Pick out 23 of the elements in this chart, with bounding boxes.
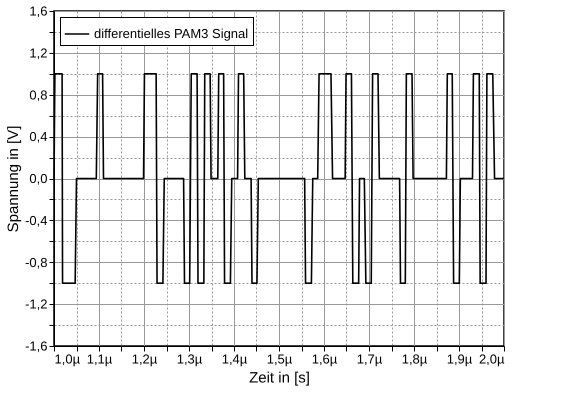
x-tick-label: 1,6µ [312, 352, 338, 366]
x-tick-label: 1,9µ [446, 352, 473, 366]
x-tick-label: 1,3µ [176, 352, 203, 366]
x-tick-label: 1,7µ [356, 352, 383, 366]
legend-label: differentielles PAM3 Signal [94, 26, 248, 41]
y-axis-title: Spannung in [V] [5, 126, 22, 232]
x-axis-title: Zeit in [s] [249, 370, 310, 386]
y-tick-label: -1,6 [25, 338, 48, 354]
x-tick-label: 2,0µ [478, 352, 506, 366]
y-tick-label: 0,0 [29, 171, 48, 186]
y-tick-label: -1,2 [25, 296, 48, 312]
x-tick-label: 1,1µ [86, 352, 113, 366]
x-tick-label: 1,0µ [54, 352, 81, 366]
x-tick-label: 1,5µ [266, 352, 293, 366]
y-tick-label: 0,4 [29, 129, 48, 144]
y-tick-label: -0,4 [25, 212, 48, 228]
x-tick-label: 1,8µ [402, 352, 428, 366]
x-tick-label: 1,4µ [222, 352, 248, 366]
x-tick-label: 1,2µ [132, 352, 158, 366]
y-tick-label: 0,8 [29, 87, 48, 102]
y-tick-label: 1,6 [29, 4, 48, 18]
y-tick-label: -0,8 [25, 254, 48, 270]
y-tick-label: 1,2 [29, 45, 48, 60]
